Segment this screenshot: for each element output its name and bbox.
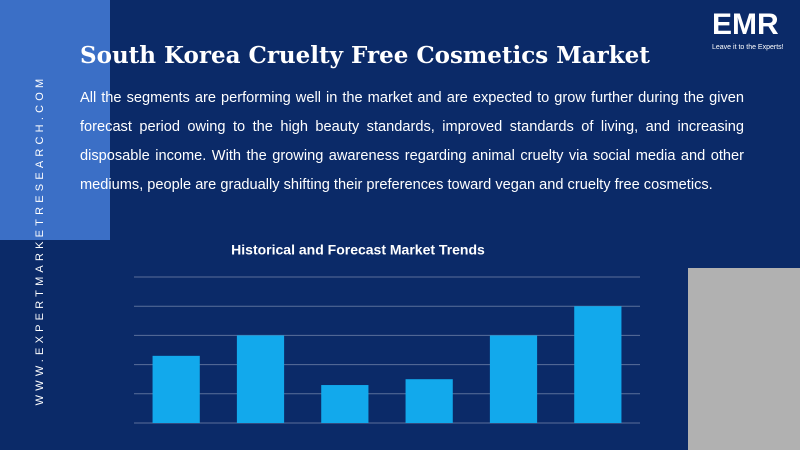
bar [574,306,622,423]
accent-block [0,0,110,240]
bar [152,355,200,423]
bar [236,335,285,423]
tagline: Leave it to the Experts! [712,44,784,51]
bar [489,335,538,423]
accent-block [688,268,800,450]
bar [405,379,453,423]
logo: EMR [712,8,779,41]
bar [321,385,369,423]
website: WWW.EXPERTMARKETRESEARCH.COM [34,74,46,406]
description: All the segments are performing well in … [80,90,744,193]
title: South Korea Cruelty Free Cosmetics Marke… [80,42,650,69]
chart-title: Historical and Forecast Market Trends [231,242,485,258]
